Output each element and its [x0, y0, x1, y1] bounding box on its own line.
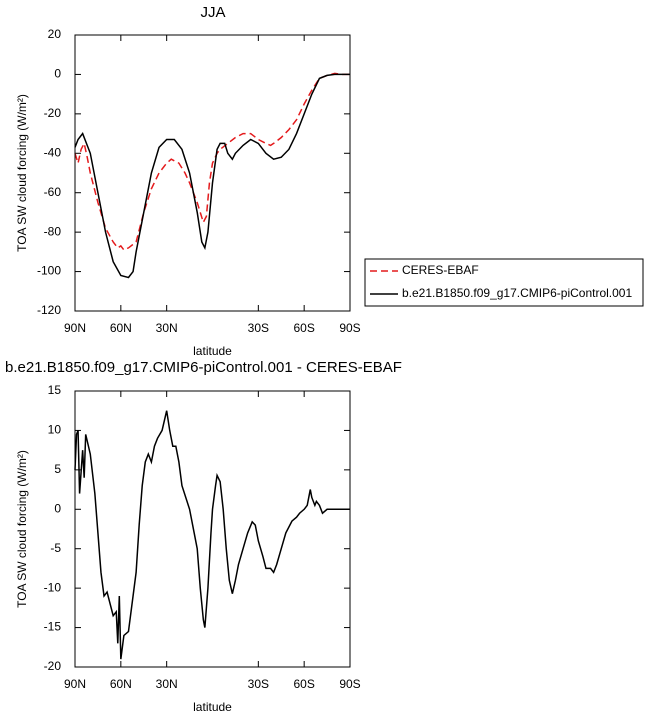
y-axis-label: TOA SW cloud forcing (W/m²) [15, 94, 29, 252]
line-series [74, 410, 350, 660]
y-tick-label: 0 [54, 67, 61, 81]
chart-title: JJA [200, 4, 225, 21]
plot-frame [74, 34, 351, 312]
x-tick-label: 60S [293, 677, 314, 691]
y-axis-label: TOA SW cloud forcing (W/m²) [15, 450, 29, 608]
y-tick-label: 10 [48, 423, 62, 437]
y-tick-label: -80 [44, 224, 62, 238]
x-tick-label: 90S [339, 321, 360, 335]
line-series [74, 73, 350, 279]
y-tick-label: 20 [48, 27, 62, 41]
y-tick-label: 15 [48, 383, 62, 397]
x-tick-label: 30N [156, 321, 178, 335]
x-tick-label: 90S [339, 677, 360, 691]
y-tick-label: -20 [44, 106, 62, 120]
x-axis-label: latitude [193, 700, 232, 714]
x-tick-label: 90N [64, 677, 86, 691]
y-tick-label: -120 [37, 303, 61, 317]
y-tick-label: -40 [44, 145, 62, 159]
y-tick-label: -5 [50, 541, 61, 555]
chart-title: b.e21.B1850.f09_g17.CMIP6-piControl.001 … [5, 359, 402, 376]
y-tick-label: 0 [54, 501, 61, 515]
x-tick-label: 60S [293, 321, 314, 335]
x-axis-label: latitude [193, 344, 232, 358]
x-tick-label: 60N [110, 677, 132, 691]
y-tick-label: -100 [37, 264, 61, 278]
y-tick-label: -20 [44, 659, 62, 673]
x-tick-label: 90N [64, 321, 86, 335]
plot-frame [74, 390, 351, 668]
y-tick-label: -15 [44, 620, 62, 634]
x-tick-label: 30N [156, 677, 178, 691]
x-tick-label: 30S [248, 677, 269, 691]
legend-box [364, 258, 644, 307]
y-tick-label: -60 [44, 185, 62, 199]
x-tick-label: 60N [110, 321, 132, 335]
legend-label: b.e21.B1850.f09_g17.CMIP6-piControl.001 [402, 286, 632, 300]
legend-label: CERES-EBAF [402, 263, 479, 277]
line-series [74, 72, 350, 251]
y-tick-label: -10 [44, 580, 62, 594]
x-tick-label: 30S [248, 321, 269, 335]
y-tick-label: 5 [54, 462, 61, 476]
